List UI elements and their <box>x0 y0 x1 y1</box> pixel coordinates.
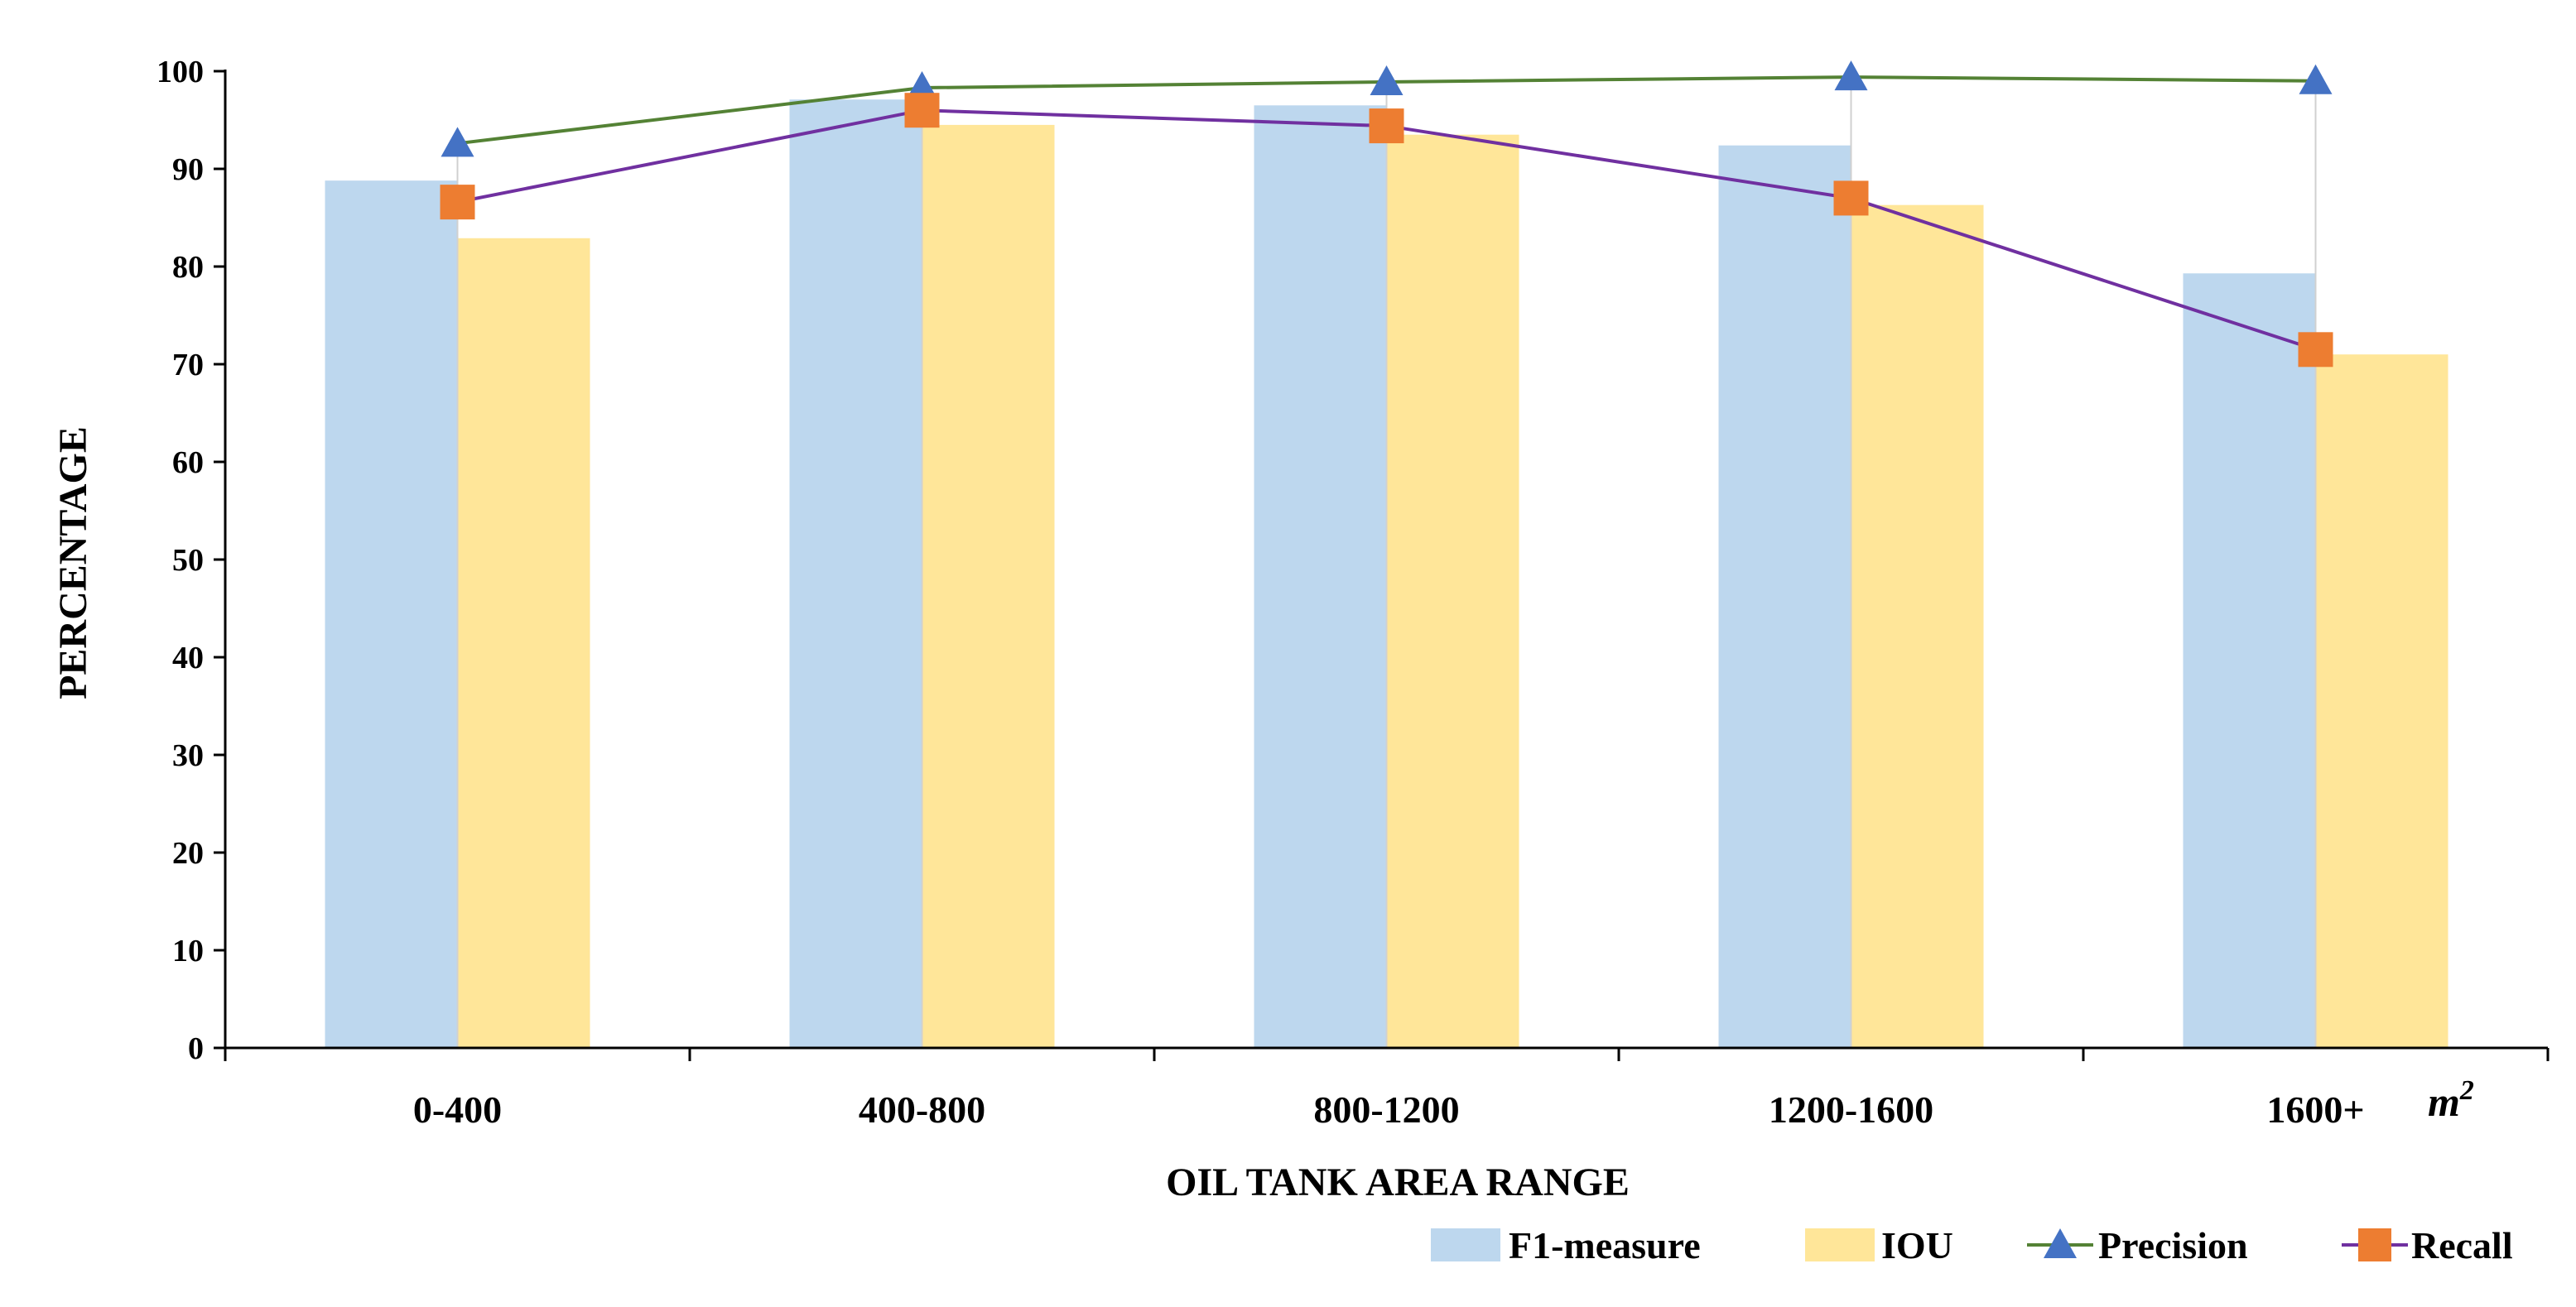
marker-recall-1200-1600 <box>1833 180 1869 216</box>
legend-marker-precision <box>2044 1228 2077 1258</box>
x-axis-title: OIL TANK AREA RANGE <box>1166 1160 1630 1204</box>
legend-label-iou: IOU <box>1881 1224 1953 1266</box>
legend-swatch-f1-measure <box>1431 1228 1500 1261</box>
bar-iou-800-1200 <box>1386 134 1519 1049</box>
bar-f1-measure-800-1200 <box>1254 105 1387 1048</box>
x-tick-label-1200-1600: 1200-1600 <box>1769 1088 1933 1131</box>
marker-recall-800-1200 <box>1369 108 1404 144</box>
y-tick-label-10: 10 <box>172 934 204 968</box>
y-tick-label-40: 40 <box>172 641 204 675</box>
x-tick-label-1600: 1600+ <box>2266 1088 2364 1131</box>
marker-recall-1600 <box>2298 332 2333 368</box>
y-tick-label-0: 0 <box>188 1031 204 1066</box>
drop-lines-layer <box>456 77 2317 1048</box>
bar-f1-measure-1600 <box>2183 273 2316 1048</box>
axes-layer: 0 10 20 30 40 50 60 70 80 90 100 0-400 400-800 800-12… <box>156 55 2550 1131</box>
y-tick-label-80: 80 <box>172 250 204 285</box>
marker-precision-800-1200 <box>1370 65 1404 95</box>
legend-label-f1-measure: F1-measure <box>1509 1224 1701 1266</box>
y-tick-label-70: 70 <box>172 348 204 382</box>
bar-f1-measure-0-400 <box>325 180 458 1048</box>
legend-item-recall: Recall <box>2342 1224 2513 1266</box>
legend-label-recall: Recall <box>2411 1224 2513 1266</box>
bar-f1-measure-400-800 <box>789 99 922 1049</box>
marker-precision-1200-1600 <box>1834 60 1868 91</box>
bar-f1-measure-1200-1600 <box>1718 145 1851 1049</box>
bar-iou-0-400 <box>457 238 590 1048</box>
marker-recall-0-400 <box>440 185 475 220</box>
bar-iou-1600 <box>2315 354 2448 1048</box>
legend-item-precision: Precision <box>2027 1224 2248 1266</box>
x-tick-label-0-400: 0-400 <box>413 1088 502 1131</box>
bars-layer <box>325 99 2448 1049</box>
bar-iou-1200-1600 <box>1851 204 1984 1048</box>
x-tick-label-400-800: 400-800 <box>859 1088 985 1131</box>
y-tick-label-20: 20 <box>172 836 204 871</box>
legend: F1-measure IOU Precision Recall <box>1431 1224 2513 1266</box>
y-tick-label-60: 60 <box>172 445 204 480</box>
legend-item-iou: IOU <box>1805 1224 1953 1266</box>
marker-precision-0-400 <box>441 127 474 157</box>
legend-swatch-iou <box>1805 1228 1875 1261</box>
unit-exponent: 2 <box>2459 1075 2474 1106</box>
bar-iou-400-800 <box>922 124 1055 1048</box>
y-tick-label-90: 90 <box>172 152 204 187</box>
y-tick-label-30: 30 <box>172 738 204 773</box>
marker-recall-400-800 <box>904 93 940 128</box>
unit-base: m <box>2428 1079 2460 1125</box>
x-tick-label-800-1200: 800-1200 <box>1313 1088 1459 1131</box>
legend-item-f1-measure: F1-measure <box>1431 1224 1701 1266</box>
legend-marker-recall <box>2358 1228 2391 1261</box>
markers-layer <box>440 60 2333 368</box>
y-axis-title: PERCENTAGE <box>51 426 95 699</box>
x-axis-unit-label: m2 <box>2428 1075 2474 1125</box>
y-tick-label-50: 50 <box>172 543 204 578</box>
marker-precision-1600 <box>2299 64 2333 94</box>
legend-label-precision: Precision <box>2098 1224 2248 1266</box>
y-tick-label-100: 100 <box>156 55 204 89</box>
